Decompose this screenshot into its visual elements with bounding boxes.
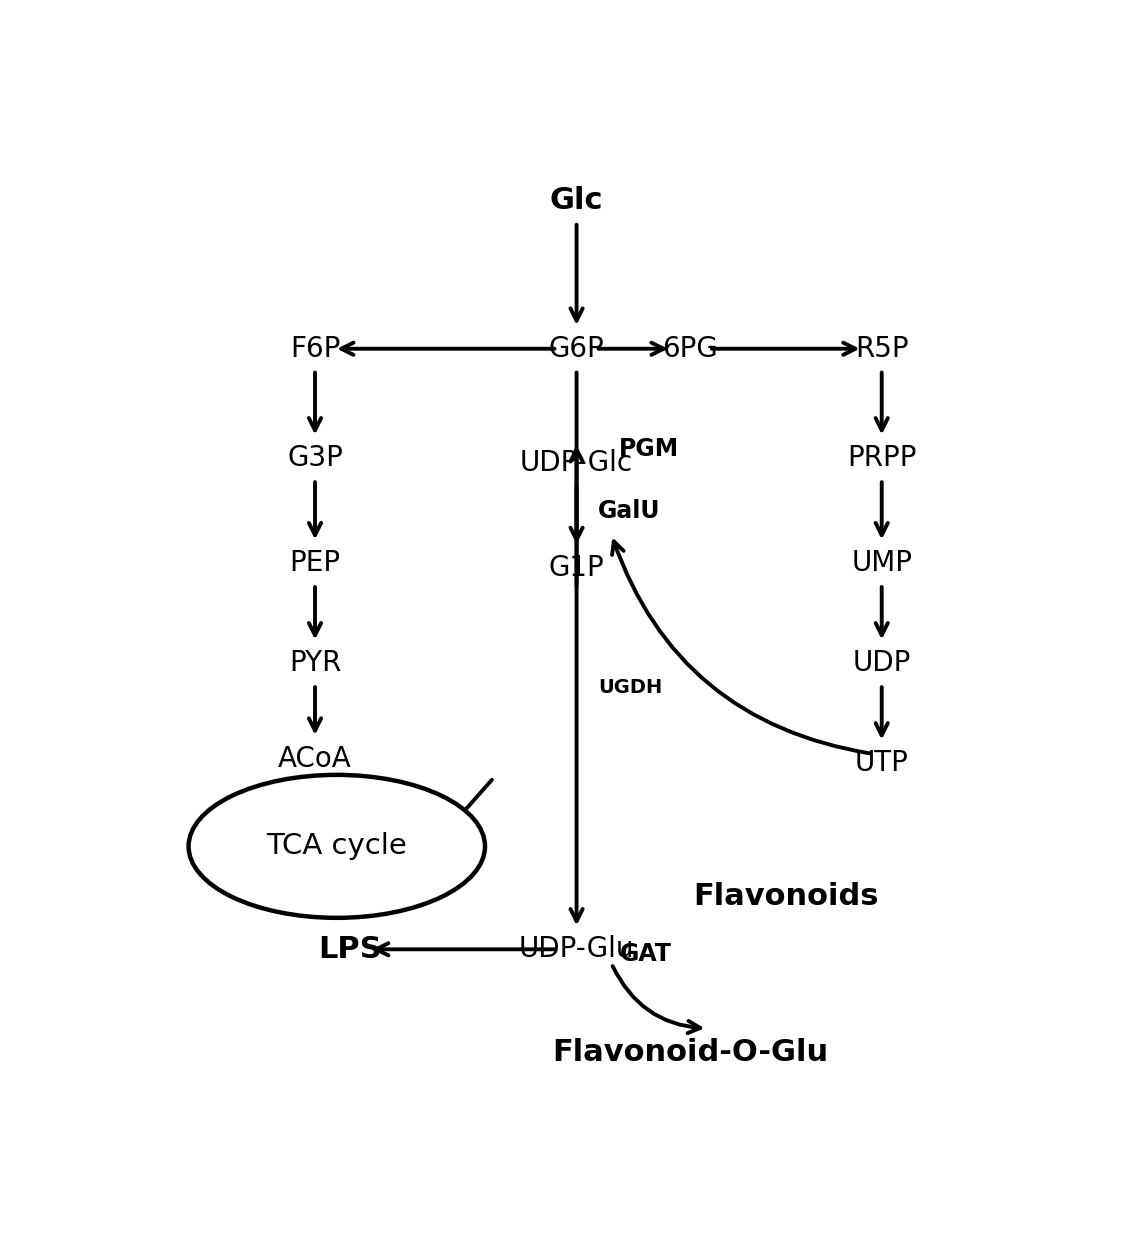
Text: Flavonoid-O-Glu: Flavonoid-O-Glu bbox=[552, 1037, 828, 1067]
Text: TCA cycle: TCA cycle bbox=[267, 832, 407, 860]
Text: ACoA: ACoA bbox=[278, 744, 352, 773]
Text: PYR: PYR bbox=[289, 649, 341, 677]
Text: Glc: Glc bbox=[550, 187, 603, 215]
Text: 6PG: 6PG bbox=[662, 334, 718, 363]
Text: LPS: LPS bbox=[318, 935, 381, 964]
Text: G6P: G6P bbox=[549, 334, 604, 363]
Text: GAT: GAT bbox=[620, 942, 672, 966]
Text: UTP: UTP bbox=[855, 749, 909, 777]
Text: UMP: UMP bbox=[852, 550, 912, 577]
Text: UDP: UDP bbox=[853, 649, 911, 677]
Text: PRPP: PRPP bbox=[847, 444, 917, 473]
Text: Flavonoids: Flavonoids bbox=[693, 883, 879, 911]
Text: G3P: G3P bbox=[287, 444, 343, 473]
Text: F6P: F6P bbox=[290, 334, 340, 363]
Text: UGDH: UGDH bbox=[598, 677, 663, 697]
Text: G1P: G1P bbox=[549, 553, 604, 582]
Text: GalU: GalU bbox=[598, 499, 660, 522]
Text: PGM: PGM bbox=[619, 437, 678, 461]
Text: PEP: PEP bbox=[289, 550, 341, 577]
Text: UDP-Glu: UDP-Glu bbox=[519, 935, 634, 963]
Text: UDP-Glc: UDP-Glc bbox=[520, 449, 633, 477]
Text: R5P: R5P bbox=[855, 334, 909, 363]
Ellipse shape bbox=[189, 775, 485, 917]
